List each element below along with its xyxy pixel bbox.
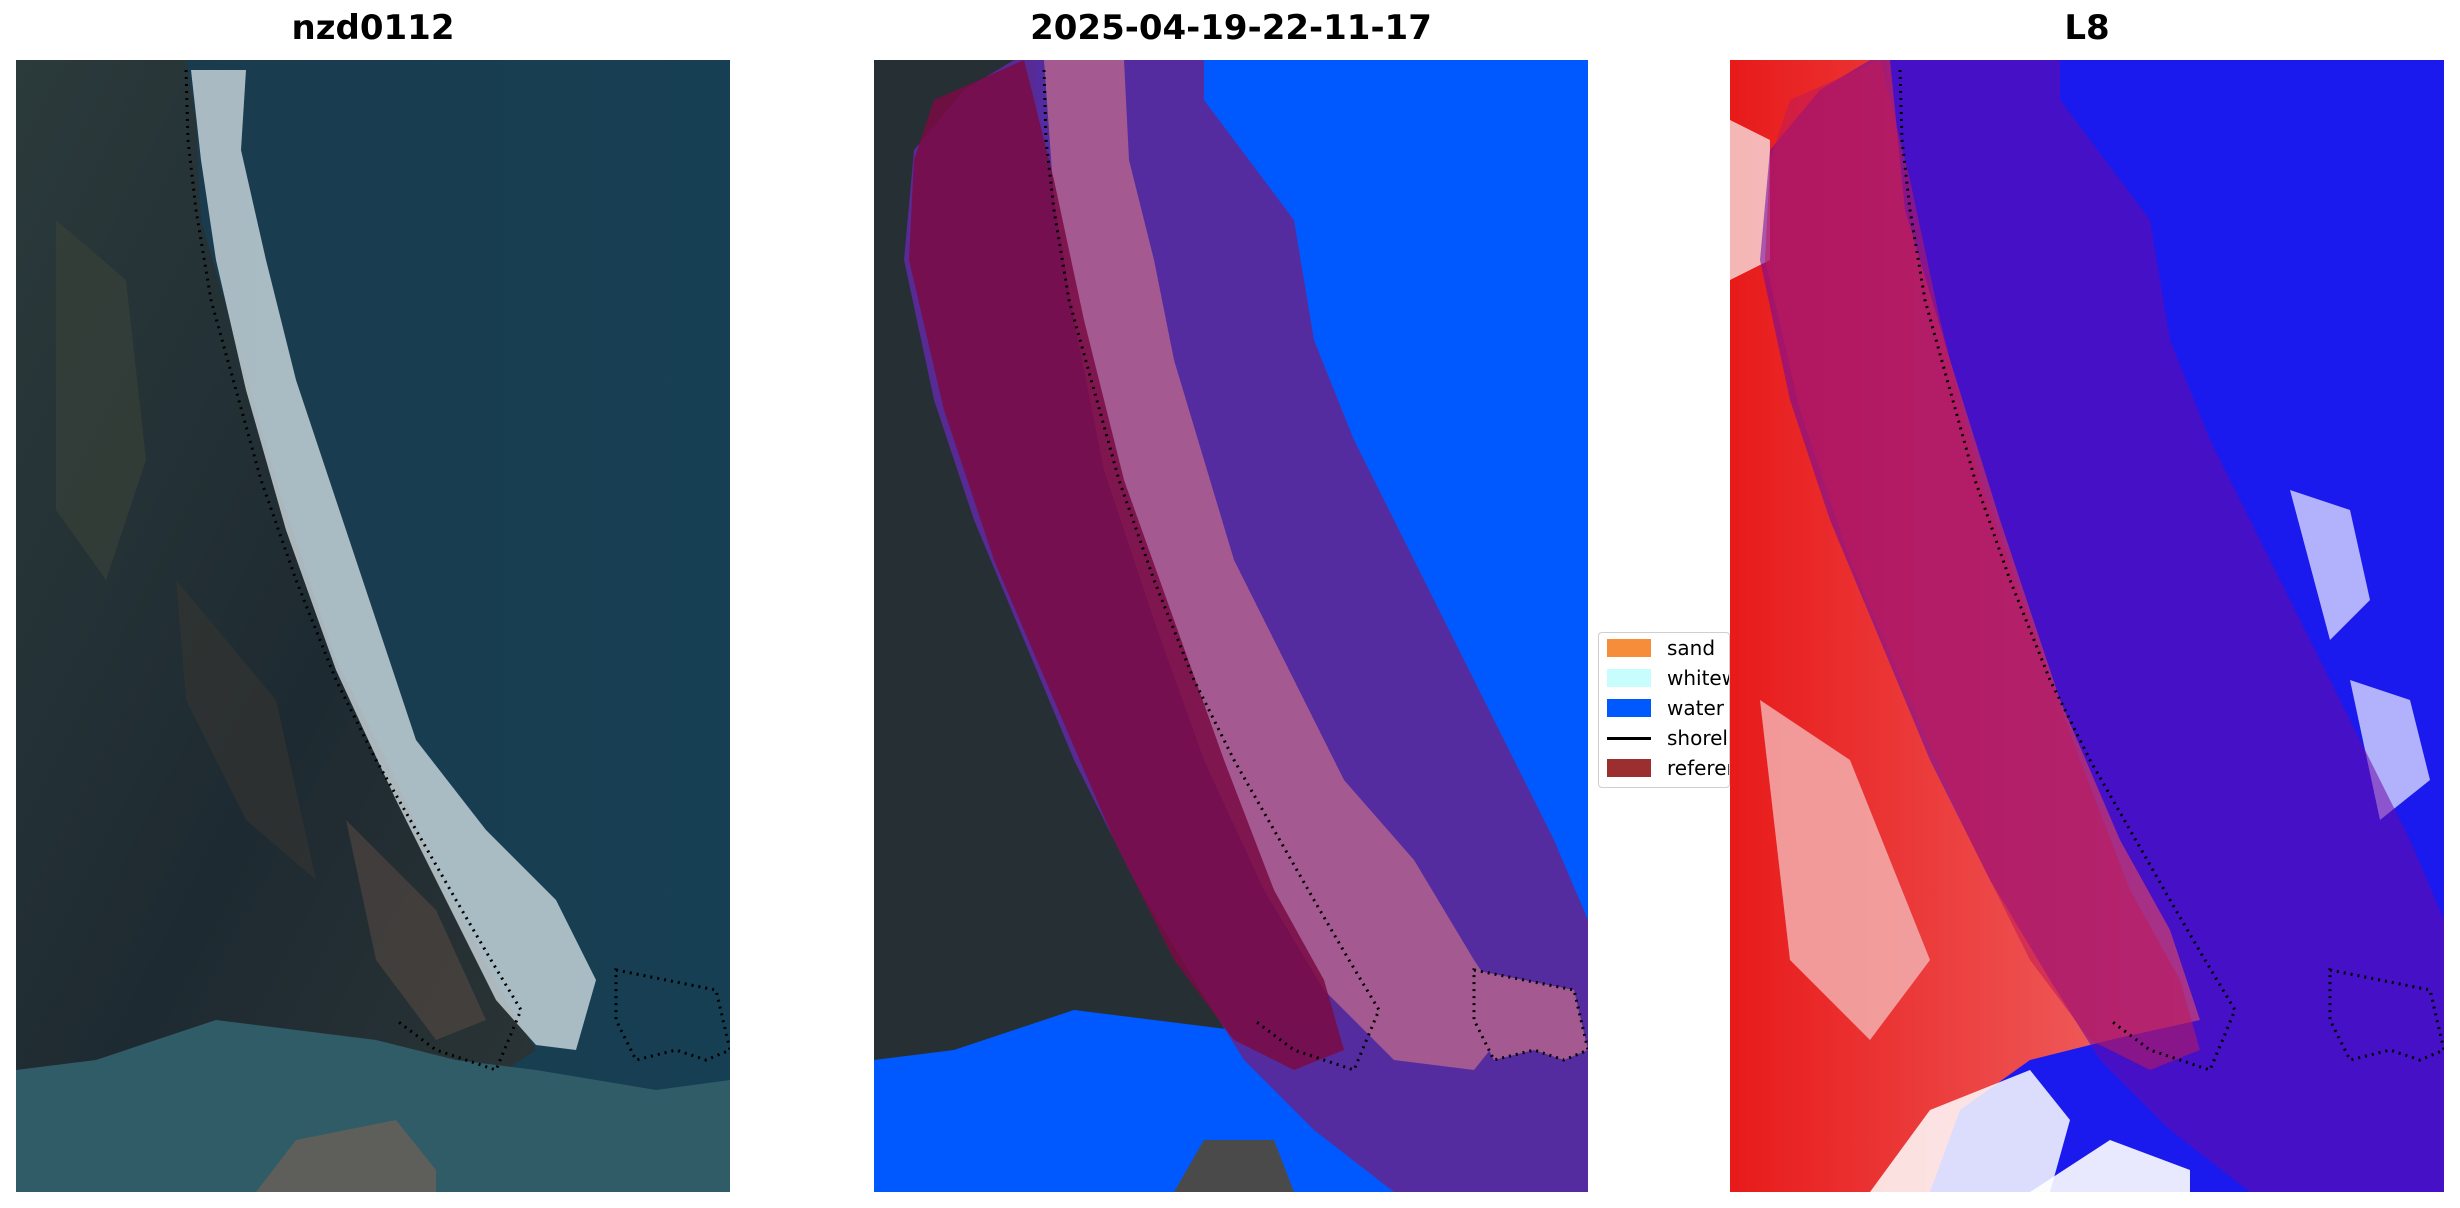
reference-shoreline [1898, 69, 2237, 1072]
water-swatch [1607, 699, 1651, 717]
sand-swatch [1607, 639, 1651, 657]
legend-item-reference-buffer: reference shoreline buffer [1607, 753, 1729, 783]
reference-shoreline [1042, 69, 1381, 1072]
legend-label: reference shoreline buffer [1667, 756, 1729, 780]
reference-shoreline-islet [614, 968, 730, 1062]
reference-shoreline-islet [2328, 968, 2444, 1062]
index-image [1730, 60, 2444, 1192]
reference-shoreline [184, 69, 523, 1072]
surf-whitewater [191, 70, 596, 1050]
legend-label: shoreline [1667, 726, 1729, 750]
rgb-image-panel [16, 60, 730, 1192]
legend-item-water: water [1607, 693, 1724, 723]
legend-item-sand: sand [1607, 633, 1715, 663]
legend-item-shoreline: shoreline [1607, 723, 1729, 753]
buffer-land-overlay [909, 60, 1344, 1070]
panel-title-rgb: nzd0112 [291, 8, 455, 48]
whitewater-class-area [1044, 60, 1514, 1070]
classified-image [874, 60, 1588, 1192]
index-panel [1730, 60, 2444, 1192]
reference-shoreline-islet [1472, 968, 1588, 1062]
rgb-satellite-image [16, 60, 730, 1192]
estuary [16, 1020, 730, 1192]
classification-panel [874, 60, 1588, 1192]
shoreline-line-marker [1607, 736, 1651, 740]
panel-title-index: L8 [2064, 8, 2110, 48]
whitewater-swatch [1607, 669, 1651, 687]
legend-label: water [1667, 696, 1724, 720]
legend-label: sand [1667, 636, 1716, 660]
panel-title-classification: 2025-04-19-22-11-17 [1030, 8, 1432, 48]
reference-buffer-swatch [1607, 759, 1651, 777]
